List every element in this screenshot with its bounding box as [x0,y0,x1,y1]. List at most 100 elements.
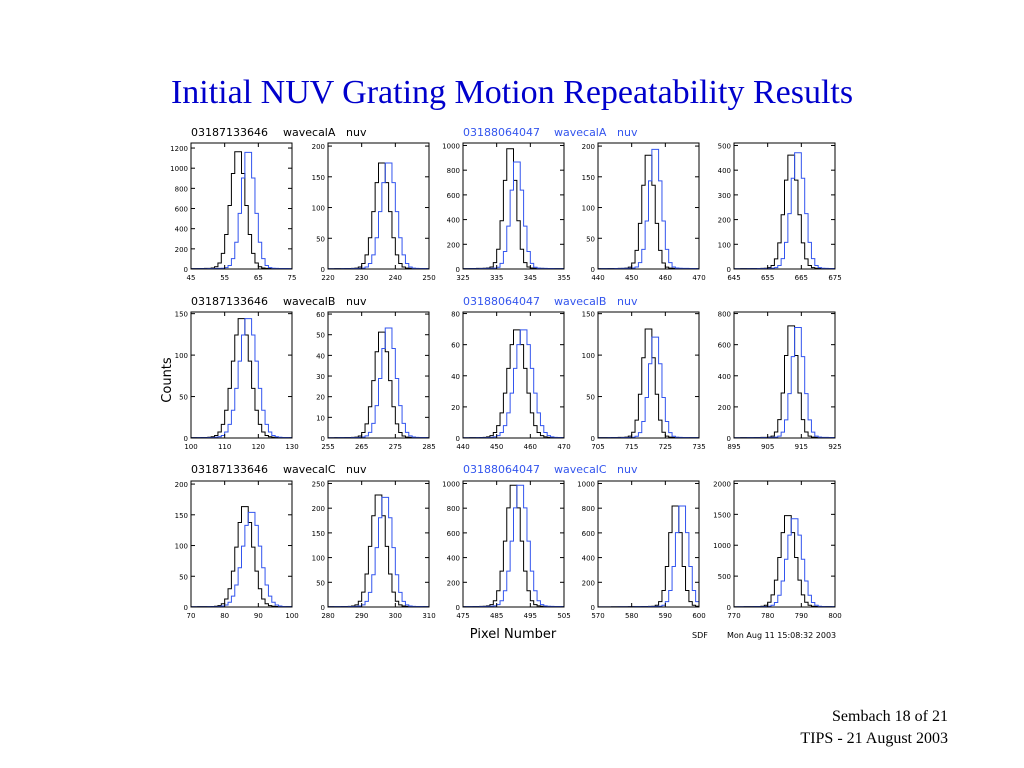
row2-col1-ytick-label: 0 [184,435,188,443]
row1-col4-ytick-label: 50 [586,235,595,243]
row2-col3-series-2-line [462,329,565,439]
row3-col3-ytick-label: 0 [456,604,460,612]
row3-col1-ytick-label: 100 [175,543,188,551]
row3-col4-ytick-label: 400 [582,555,595,563]
row2-col3-panel: 0 20 40 60 80 440 450 460 470 [451,311,571,451]
row1-col5-xtick-label: 645 [727,274,740,282]
row2-col4-xtick-label: 705 [591,443,604,451]
row1-right-header-mode: wavecalA [554,126,607,139]
row3-col3-xtick-label: 485 [490,612,503,620]
row2-col5-ytick-label: 800 [718,311,731,319]
row3-col2-panel: 0 50 100 150 200 250 280 290 300 310 [312,480,436,620]
row1-right-header-id: 03188064047 [463,126,540,139]
row1-col3-xtick-label: 335 [490,274,503,282]
x-axis-label: Pixel Number [470,627,557,642]
row1-col5-frame [733,142,836,270]
row1-col2-ytick-label: 150 [312,174,325,182]
row2-col2-xtick-label: 275 [389,443,402,451]
row1-col5-ytick-label: 400 [718,167,731,175]
row3-col5-ytick-label: 2000 [713,480,731,488]
row1-col1-ytick-label: 600 [175,206,188,214]
row1-col1-xtick-label: 65 [254,274,263,282]
row3-col5-frame [733,480,836,608]
row2-col4-frame [597,311,700,439]
row3-col4-series-2-line [597,505,700,608]
footer-page-number: Sembach 18 of 21 [832,708,948,725]
row3-col3-frame [462,480,565,608]
row2-col5-ytick-label: 600 [718,342,731,350]
row2-col4-xtick-label: 735 [692,443,705,451]
row1-col4-frame [597,142,700,270]
row1-col3-xtick-label: 325 [456,274,469,282]
row1-col5-xtick-label: 655 [761,274,774,282]
row2-col3-xtick-label: 440 [456,443,469,451]
row1-right-header-det: nuv [617,126,638,139]
row2-col5-frame [733,311,836,439]
row3-col3-ytick-label: 1000 [442,480,460,488]
row3-col2-ytick-label: 0 [321,604,325,612]
row2-col2-ytick-label: 40 [316,352,325,360]
row3-col1-panel: 0 50 100 150 200 70 80 90 100 [175,480,299,620]
row3-col5-ytick-label: 1000 [713,542,731,550]
row1-col3-ytick-label: 200 [447,241,460,249]
row2-col5-ytick-label: 200 [718,404,731,412]
row3-col3-ytick-label: 800 [447,505,460,513]
row1-col5-panel: 0 100 200 300 400 500 645 655 665 675 [718,142,842,282]
row1-col3-ytick-label: 800 [447,167,460,175]
row2-col3-ytick-label: 20 [451,404,460,412]
row1-col4-ytick-label: 150 [582,174,595,182]
row3-left-header-det: nuv [346,463,367,476]
row2-col4-ytick-label: 150 [582,311,595,319]
row2-col4-series-2-line [597,336,700,439]
row3-col5-xtick-label: 790 [795,612,808,620]
row2-col3-frame [462,311,565,439]
row3-col1-xtick-label: 70 [187,612,196,620]
row3-left-header-mode: wavecalC [283,463,336,476]
row3-col1-frame [190,480,293,608]
row3-col1-ytick-label: 150 [175,512,188,520]
row2-right-header-mode: wavecalB [554,295,606,308]
row1-col5-ytick-label: 500 [718,142,731,150]
row3-col4-ytick-label: 600 [582,530,595,538]
row2-col1-ytick-label: 50 [179,394,188,402]
row2-right-header-det: nuv [617,295,638,308]
row1-col3-series-2-line [462,161,565,270]
row2-col2-ytick-label: 10 [316,414,325,422]
row3-col3-series-1-line [462,484,565,608]
row3-col2-ytick-label: 100 [312,555,325,563]
row3-col1-xtick-label: 100 [285,612,298,620]
row2-col1-xtick-label: 130 [285,443,298,451]
row1-col3-ytick-label: 400 [447,217,460,225]
row2-col3-xtick-label: 450 [490,443,503,451]
row3-col5-ytick-label: 1500 [713,511,731,519]
row2-col2-ytick-label: 30 [316,373,325,381]
row2-col1-ytick-label: 100 [175,352,188,360]
row3-col3-ytick-label: 400 [447,555,460,563]
row3-col4-ytick-label: 0 [591,604,595,612]
row1-col4-xtick-label: 450 [625,274,638,282]
row1-col1-xtick-label: 55 [220,274,229,282]
row3-right-header-det: nuv [617,463,638,476]
row1-col2-ytick-label: 100 [312,205,325,213]
row1-col4-series-2-line [597,148,700,270]
row1-left-header-det: nuv [346,126,367,139]
row2-col1-panel: 0 50 100 150 100 110 120 130 [175,311,299,451]
row1-col2-xtick-label: 220 [321,274,334,282]
row1-col2-xtick-label: 230 [355,274,368,282]
row2-col4-xtick-label: 725 [659,443,672,451]
slide-footer: Sembach 18 of 21 TIPS - 21 August 2003 [800,706,948,750]
row2-col5-xtick-label: 895 [727,443,740,451]
row3-col4-xtick-label: 590 [659,612,672,620]
timestamp-label: Mon Aug 11 15:08:32 2003 [727,631,836,640]
row2-col3-ytick-label: 40 [451,373,460,381]
row3-col3-ytick-label: 200 [447,579,460,587]
row1-col3-ytick-label: 0 [456,266,460,274]
row1-col1-xtick-label: 45 [187,274,196,282]
row2-col2-ytick-label: 20 [316,394,325,402]
row2-col2-xtick-label: 265 [355,443,368,451]
row3-col4-panel: 0 200 400 600 800 1000 570 580 590 600 [577,480,706,620]
row1-col5-ytick-label: 200 [718,217,731,225]
row3-col2-frame [327,480,430,608]
row2-col2-frame [327,311,430,439]
